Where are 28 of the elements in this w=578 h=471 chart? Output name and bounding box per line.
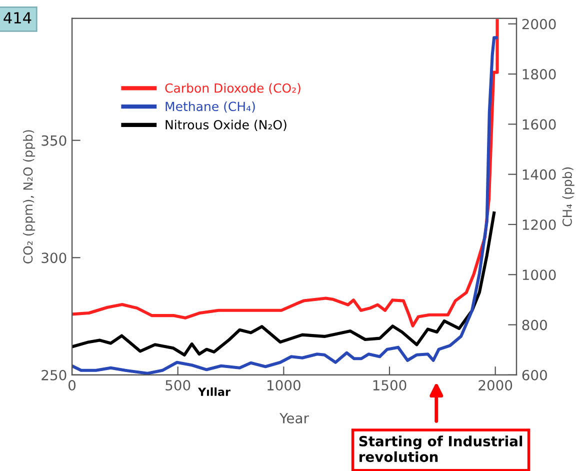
text: Yıllar (198, 387, 230, 396)
y2-tick-label: 1200 (522, 219, 556, 230)
text: 414 (4, 12, 32, 24)
legend-label: Carbon Dioxode (CO₂) (165, 83, 300, 94)
y-axis-title: CO₂ (ppm), N₂O (ppb) (22, 130, 36, 264)
y2-tick-label: 600 (522, 370, 547, 380)
x-tick-label: 500 (166, 380, 190, 391)
text: Starting of Industrial revolution (359, 436, 522, 462)
line-series (72, 36, 498, 375)
x-tick-label: 2000 (478, 380, 512, 391)
y2-tick-label: 1600 (522, 119, 556, 130)
y-tick-label: 350 (42, 135, 66, 146)
y2-tick-label: 1000 (522, 270, 556, 280)
y2-tick-label: 1400 (522, 169, 556, 180)
x-tick-label: 0 (68, 380, 76, 391)
line-series (72, 19, 499, 328)
y-tick-label: 300 (42, 252, 66, 264)
x-axis-title: Year (280, 413, 309, 424)
y-tick-label: 250 (42, 370, 66, 380)
x-tick-label: 1000 (268, 380, 300, 391)
line-series (72, 212, 496, 357)
y2-tick-label: 1800 (522, 69, 556, 80)
legend-label: Nitrous Oxide (N₂O) (166, 120, 286, 131)
y2-tick-label: 800 (522, 320, 547, 330)
y2-tick-label: 2000 (522, 18, 556, 30)
legend-label: Methane (CH₄) (166, 101, 255, 113)
y2-axis-title: CH₄ (ppb) (562, 167, 574, 226)
x-tick-label: 1500 (373, 380, 406, 391)
